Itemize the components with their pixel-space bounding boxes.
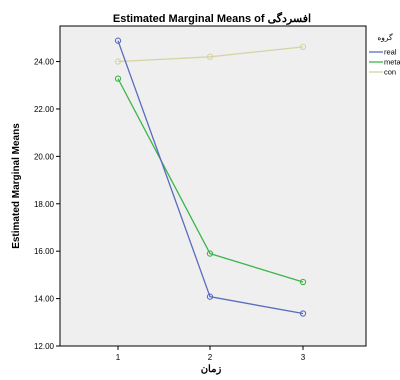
data-point-con [206,53,214,60]
y-tick-label: 14.00 [34,295,55,304]
x-tick-label: 3 [301,353,306,362]
data-point-meta [299,278,307,286]
x-tick-label: 1 [116,353,121,362]
series-line-real [117,40,304,315]
x-axis: 1 2 3 [116,346,306,362]
y-tick-label: 22.00 [34,105,55,114]
legend-title: گروه [377,32,393,42]
chart-title: Estimated Marginal Means of افسردگی [113,11,311,25]
y-axis-title: Estimated Marginal Means [11,123,22,249]
data-point-meta [114,75,122,82]
y-tick-label: 18.00 [34,200,55,209]
y-tick-label: 24.00 [34,58,55,67]
y-tick-label: 20.00 [34,152,55,161]
series-layer [114,37,307,317]
y-tick-label: 12.00 [34,342,55,351]
data-point-real [206,293,214,300]
data-point-con [114,58,122,65]
data-point-real [114,37,122,44]
data-point-real [299,310,307,317]
data-point-con [299,43,307,51]
legend-label-meta: meta [384,58,400,67]
x-tick-label: 2 [208,353,213,362]
legend-label-real: real [384,48,397,57]
series-line-con [117,46,304,63]
y-tick-label: 16.00 [34,247,55,256]
x-axis-title: زمان [201,364,222,375]
data-point-meta [206,250,214,257]
legend-label-con: con [384,68,396,77]
y-axis: 12.00 14.00 16.00 18.00 20.00 22.00 24.00 [34,58,60,351]
series-line-meta [117,78,304,283]
plot-area [59,25,367,347]
